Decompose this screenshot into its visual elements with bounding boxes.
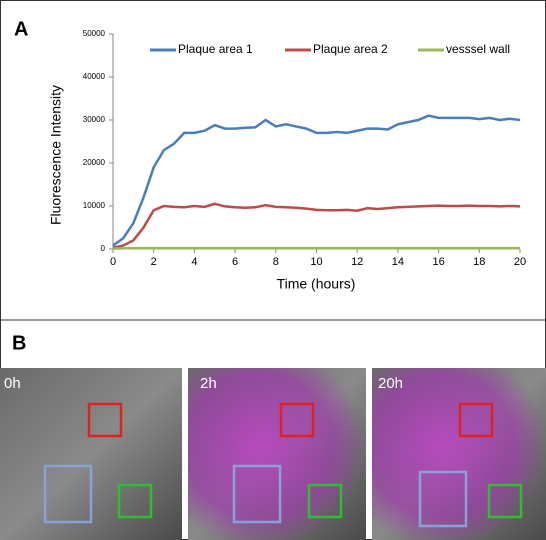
series-line xyxy=(112,114,521,247)
legend-label: Plaque area 2 xyxy=(313,42,388,56)
y-axis-label: Fluorescence Intensity xyxy=(48,85,64,225)
x-axis-label: Time (hours) xyxy=(277,276,356,292)
y-tick-label: 30000 xyxy=(83,115,106,124)
y-tick-label: 20000 xyxy=(83,158,106,167)
x-tick-label: 20 xyxy=(514,256,526,268)
y-tick-label: 0 xyxy=(101,244,106,253)
x-tick-label: 6 xyxy=(232,256,238,268)
panel-label: B xyxy=(12,332,26,354)
y-tick-label: 50000 xyxy=(83,29,106,38)
image-label: 20h xyxy=(378,375,403,392)
x-tick-label: 8 xyxy=(273,256,279,268)
x-tick-label: 4 xyxy=(191,256,197,268)
x-tick-label: 18 xyxy=(473,256,485,268)
x-tick-label: 16 xyxy=(432,256,444,268)
y-tick-label: 40000 xyxy=(83,72,106,81)
series-line xyxy=(112,202,521,249)
x-tick-label: 0 xyxy=(110,256,116,268)
image-overlay xyxy=(372,368,546,540)
x-tick-label: 12 xyxy=(351,256,363,268)
legend-label: vesssel wall xyxy=(446,42,510,56)
legend-label: Plaque area 1 xyxy=(178,42,253,56)
roi-boxes xyxy=(43,402,523,528)
x-tick-label: 14 xyxy=(392,256,404,268)
y-tick-label: 10000 xyxy=(83,201,106,210)
image-label: 2h xyxy=(200,375,217,392)
x-tick-label: 10 xyxy=(310,256,322,268)
image-overlay xyxy=(188,368,366,540)
panel-label: A xyxy=(14,18,28,40)
x-tick-label: 2 xyxy=(151,256,157,268)
image-label: 0h xyxy=(4,375,21,392)
